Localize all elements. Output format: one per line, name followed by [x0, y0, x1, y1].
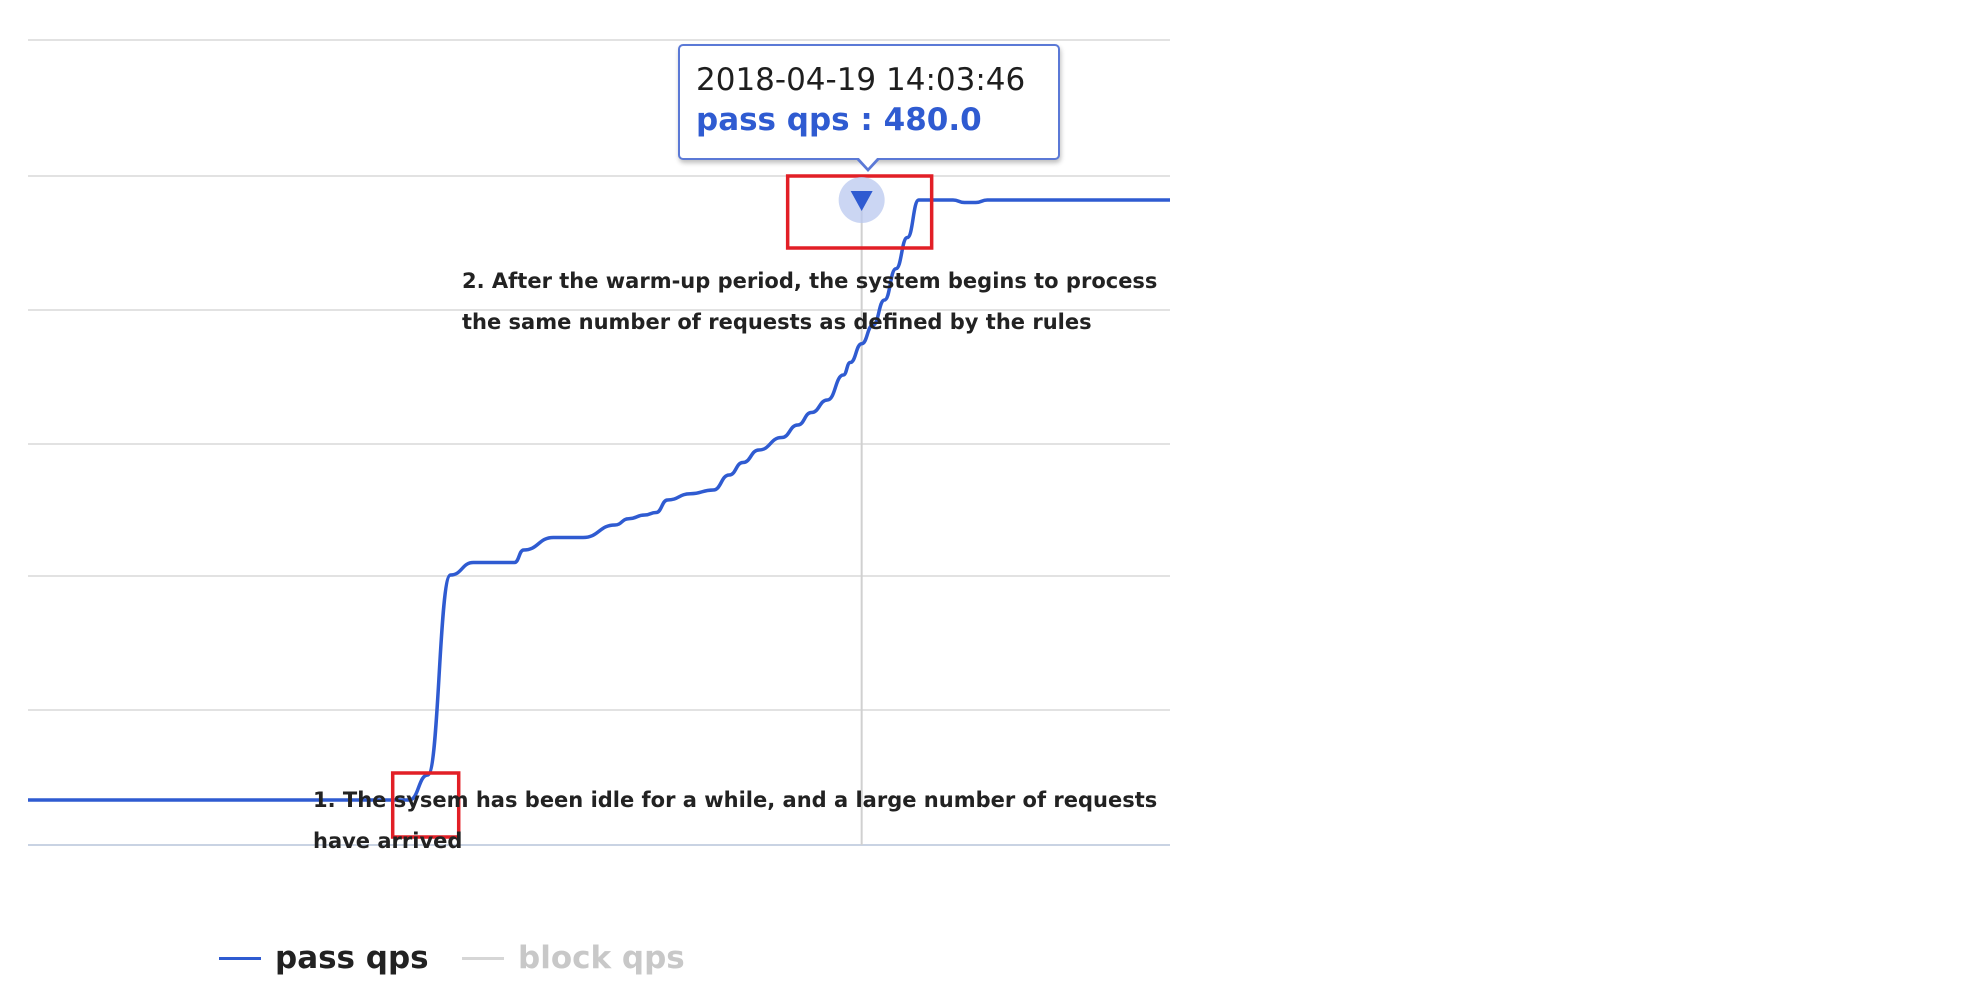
legend-item-block-qps[interactable]: block qps	[462, 940, 685, 976]
highlight-boxes	[390, 174, 934, 839]
legend-label-block-qps: block qps	[518, 940, 685, 976]
tooltip: 2018-04-19 14:03:46 pass qps : 480.0	[678, 44, 1060, 160]
annotation-1: 1. The sysem has been idle for a while, …	[313, 788, 1158, 853]
legend-swatch-block-qps	[462, 956, 504, 960]
hover-point	[838, 177, 885, 223]
highlight-box	[390, 771, 461, 839]
grid-lines	[28, 39, 1170, 846]
legend-item-pass-qps[interactable]: pass qps	[219, 940, 429, 976]
highlight-box	[785, 174, 934, 250]
hover-marker	[850, 191, 873, 211]
series-lines	[28, 198, 1170, 802]
tooltip-time: 2018-04-19 14:03:46	[696, 62, 1026, 98]
series-line-pass-qps	[28, 198, 1170, 802]
legend-label-pass-qps: pass qps	[275, 940, 429, 976]
legend-swatch-pass-qps	[219, 956, 261, 960]
tooltip-pointer-fill	[858, 157, 878, 168]
tooltip-value: pass qps : 480.0	[696, 102, 982, 138]
annotation-2: 2. After the warm-up period, the system …	[462, 269, 1158, 334]
